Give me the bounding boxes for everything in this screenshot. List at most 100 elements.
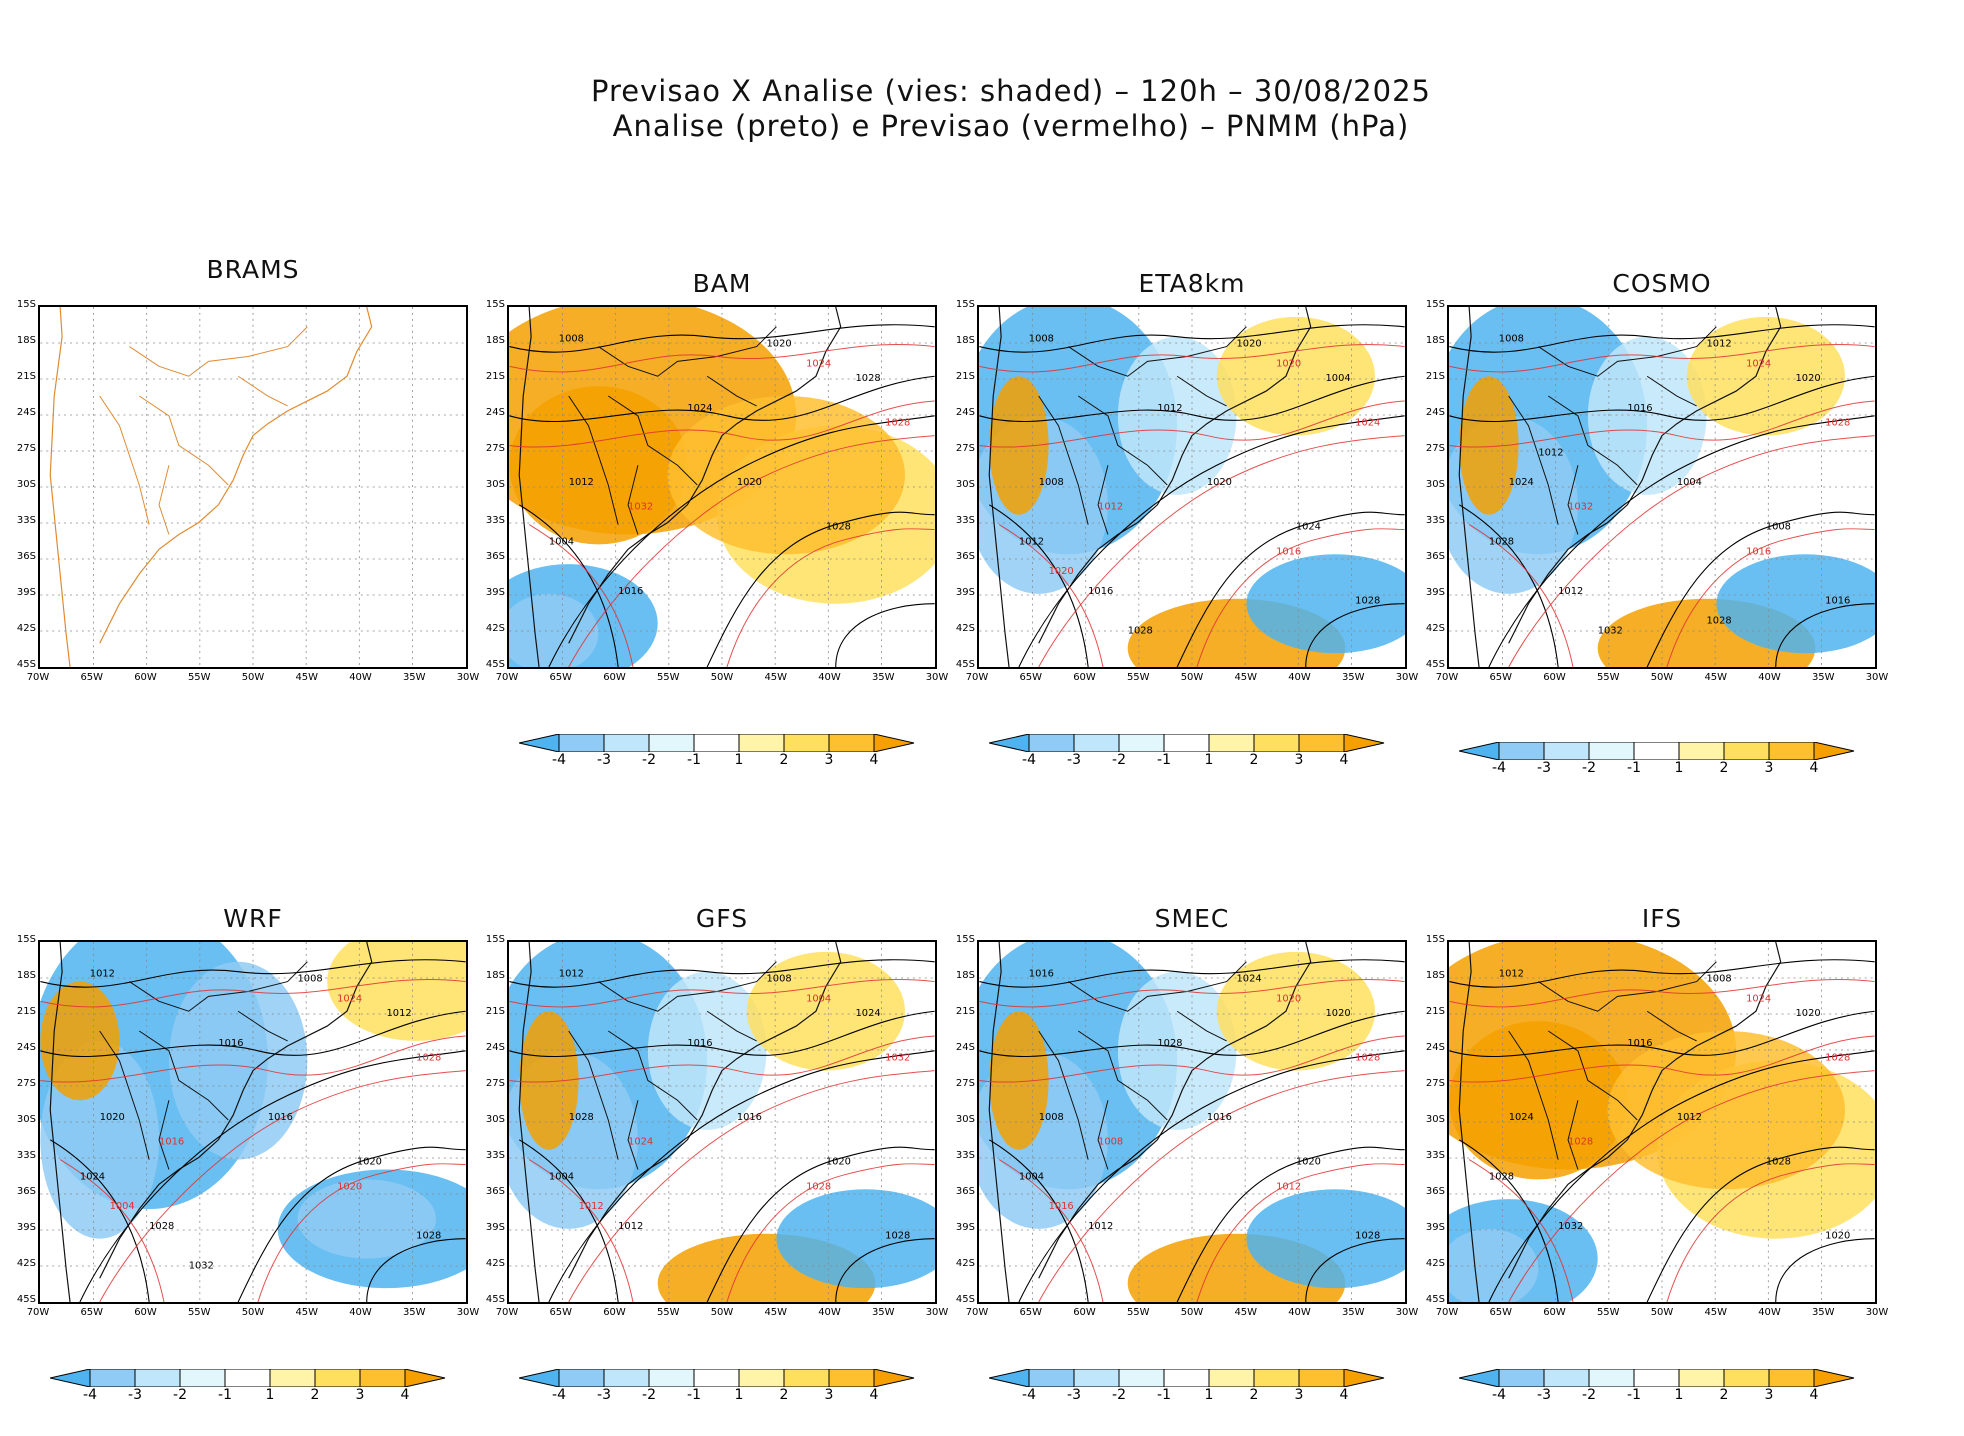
colorbar-segment	[648, 1368, 695, 1388]
bias-patch	[1246, 554, 1405, 654]
lon-label: 55W	[1126, 672, 1150, 683]
lat-label: 18S	[485, 335, 505, 346]
forecast-isobar-label: 1004	[806, 993, 831, 1004]
isobar-label: 1020	[1207, 477, 1232, 488]
lon-label: 70W	[965, 672, 989, 683]
lat-label: 27S	[955, 1078, 975, 1089]
lat-label: 27S	[485, 443, 505, 454]
analysis-isobar	[1646, 511, 1875, 667]
lon-label: 40W	[349, 672, 372, 683]
colorbar-segment	[179, 1368, 226, 1388]
lon-label: 55W	[656, 672, 680, 683]
lat-label: 15S	[1425, 299, 1445, 310]
lat-label: 33S	[955, 1150, 975, 1161]
colorbar-segment	[269, 1368, 316, 1388]
map-canvas-bam: 1008 1020 1024 1028 1012 1004 1016 1020 1028 1024…	[509, 307, 935, 667]
lat-label: 18S	[1425, 970, 1445, 981]
colorbar-segment	[738, 733, 785, 753]
lat-label: 36S	[955, 1186, 975, 1197]
forecast-isobar-label: 1032	[885, 1053, 910, 1064]
bias-patch	[168, 961, 308, 1160]
lat-label: 27S	[1425, 1078, 1445, 1089]
forecast-isobar-label: 1032	[1568, 502, 1593, 513]
map-canvas-eta8km: 1008 1020 1012 1004 1008 1012 1016 1020 1024 1028…	[979, 307, 1405, 667]
isobar-label: 1012	[1677, 1112, 1702, 1123]
forecast-isobar-label: 1024	[1355, 418, 1380, 429]
forecast-isobar-label: 1028	[1825, 1053, 1850, 1064]
lat-label: 42S	[1425, 1258, 1445, 1269]
isobar-label: 1008	[1499, 334, 1524, 345]
colorbar-label: 4	[1339, 752, 1349, 768]
colorbar-label: -3	[597, 752, 611, 768]
lat-label: 21S	[16, 1006, 36, 1017]
colorbar-label: -4	[1492, 760, 1506, 776]
forecast-isobar-label: 1028	[885, 418, 910, 429]
lon-label: 65W	[80, 672, 104, 683]
isobar-label: 1020	[1237, 339, 1262, 350]
lat-label: 21S	[16, 371, 36, 382]
colorbar-label: 2	[1719, 1387, 1729, 1403]
title-line-1: Previsao X Analise (vies: shaded) – 120h…	[591, 74, 1431, 108]
colorbar-label: -1	[687, 1387, 701, 1403]
isobar-label: 1012	[559, 969, 584, 980]
map-canvas-smec: 1016 1024 1028 1020 1008 1004 1012 1016 1020 1028…	[979, 942, 1405, 1302]
lat-label: 24S	[1425, 407, 1445, 418]
lat-label: 42S	[16, 1258, 36, 1269]
colorbar-segment	[1633, 1368, 1680, 1388]
colorbar-label: -2	[1112, 752, 1126, 768]
bias-patch	[776, 1189, 935, 1289]
isobar-label: 1008	[767, 974, 792, 985]
lat-label: 18S	[16, 970, 36, 981]
colorbar-label: 1	[265, 1387, 275, 1403]
lat-label: 39S	[1425, 587, 1445, 598]
colorbar-label: 2	[1249, 1387, 1259, 1403]
map-gfs: 1012 1008 1016 1024 1028 1004 1012 1016 1020 1028…	[507, 940, 937, 1304]
country-borders	[1508, 326, 1717, 535]
map-canvas-wrf: 1012 1008 1016 1012 1020 1024 1028 1016 1020 1028…	[40, 942, 466, 1302]
lat-label: 33S	[955, 515, 975, 526]
bias-patch	[1459, 376, 1519, 515]
colorbar-label: -4	[83, 1387, 97, 1403]
colorbar-left-arrow	[988, 1368, 1030, 1388]
lat-label: 45S	[16, 659, 36, 670]
lat-label: 39S	[1425, 1222, 1445, 1233]
colorbar-segment	[648, 733, 695, 753]
colorbar-segment	[1298, 733, 1345, 753]
colorbar-segment	[783, 733, 830, 753]
lat-label: 36S	[16, 551, 36, 562]
analysis-isobar	[548, 415, 935, 667]
analysis-isobar	[79, 1050, 466, 1302]
lat-label: 33S	[16, 1150, 36, 1161]
colorbar-segment	[1588, 1368, 1635, 1388]
forecast-isobar-label: 1020	[1276, 993, 1301, 1004]
isobar-label: 1004	[1677, 477, 1702, 488]
colorbar-label: -4	[1022, 1387, 1036, 1403]
colorbar-segment	[359, 1368, 406, 1388]
colorbar-label: -2	[642, 1387, 656, 1403]
isobar-label: 1012	[1019, 536, 1044, 547]
lat-label: 24S	[1425, 1042, 1445, 1053]
isobar-label: 1024	[80, 1171, 105, 1182]
isobar-label: 1020	[767, 339, 792, 350]
colorbar-segment	[1253, 733, 1300, 753]
isobar-label: 1028	[1128, 625, 1153, 636]
analysis-isobar	[509, 1010, 935, 1057]
lon-label: 45W	[1704, 672, 1728, 683]
colorbar-segment	[1253, 1368, 1300, 1388]
colorbar-segment	[1028, 733, 1075, 753]
lon-label: 45W	[1234, 672, 1258, 683]
isobar-label: 1016	[687, 1038, 712, 1049]
isobar-label: 1004	[549, 1171, 574, 1182]
lat-label: 39S	[955, 587, 975, 598]
forecast-isobar	[1468, 524, 1574, 667]
colorbar-label: -3	[1537, 1387, 1551, 1403]
forecast-isobar	[1196, 1163, 1405, 1302]
bias-patch	[1716, 554, 1875, 654]
colorbar-smec: -4 -3 -2 -1 1 2 3 4	[988, 1368, 1419, 1409]
colorbar-segment	[693, 1368, 740, 1388]
colorbar-segment	[1208, 1368, 1255, 1388]
isobar-label: 1016	[1088, 586, 1113, 597]
forecast-isobar	[998, 524, 1104, 667]
colorbar-label: 2	[779, 752, 789, 768]
lon-label: 45W	[295, 1307, 319, 1318]
